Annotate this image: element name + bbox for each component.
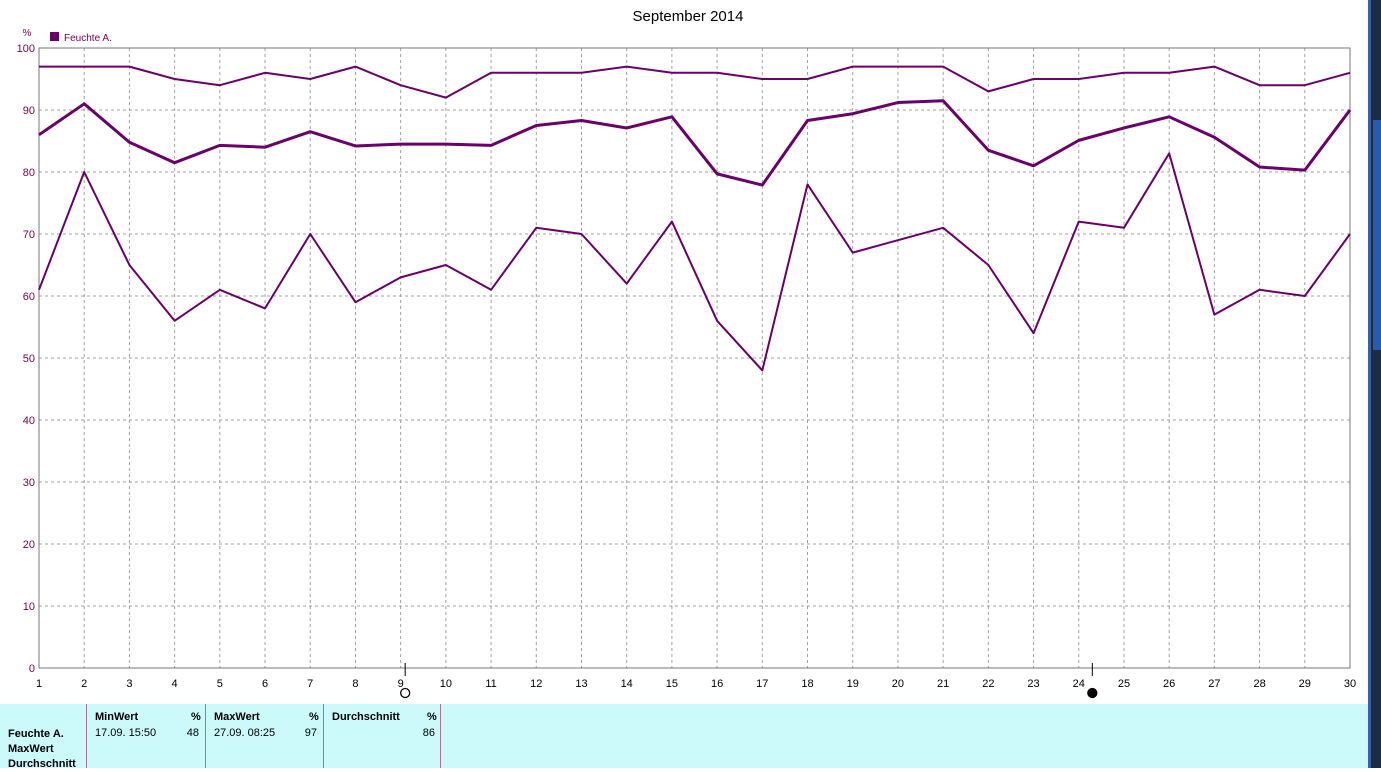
legend[interactable]: Feuchte A. [50, 32, 112, 44]
x-tick-label: 6 [262, 678, 268, 690]
max-timestamp: 27.09. 08:25 [214, 727, 276, 739]
min-timestamp: 17.09. 15:50 [95, 727, 157, 739]
chart-title: September 2014 [633, 8, 744, 25]
x-tick-label: 28 [1253, 678, 1265, 690]
x-tick-label: 24 [1073, 678, 1085, 690]
stats-column-minwert: MinWert % 17.09. 15:50 48 [86, 704, 205, 768]
series-lines [38, 65, 1352, 372]
legend-swatch [50, 32, 59, 41]
column-header: Durchschnitt [332, 711, 400, 723]
y-tick-label: 10 [23, 601, 35, 613]
x-tick-label: 9 [398, 678, 404, 690]
grid [39, 48, 1350, 668]
x-tick-label: 2 [81, 678, 87, 690]
row-label-feuchte: Feuchte A. [8, 728, 64, 740]
x-tick-label: 8 [352, 678, 358, 690]
x-tick-label: 7 [307, 678, 313, 690]
x-tick-label: 11 [485, 678, 496, 690]
column-unit: % [427, 711, 437, 723]
column-unit: % [309, 711, 319, 723]
y-tick-label: 20 [23, 539, 35, 551]
row-label-maxwert: MaxWert [8, 743, 54, 755]
x-tick-label: 29 [1299, 678, 1311, 690]
y-tick-label: 60 [23, 291, 35, 303]
x-tick-label: 19 [847, 678, 859, 690]
full-moon-icon [400, 687, 411, 699]
x-tick-label: 26 [1163, 678, 1175, 690]
column-unit: % [191, 711, 201, 723]
new-moon-icon [1087, 687, 1098, 699]
y-axis-unit-label: % [23, 28, 32, 39]
max-value: 97 [304, 727, 317, 739]
x-tick-label: 27 [1208, 678, 1220, 690]
column-header: MaxWert [214, 711, 260, 723]
x-tick-label: 21 [937, 678, 949, 690]
x-tick-label: 17 [756, 678, 768, 690]
y-tick-label: 0 [29, 663, 35, 675]
y-tick-label: 90 [23, 105, 35, 117]
column-header: MinWert [95, 711, 139, 723]
y-axis: 0 10 20 30 40 50 60 70 80 90 100 [17, 43, 35, 675]
y-tick-label: 40 [23, 415, 35, 427]
min-value: 48 [186, 727, 199, 739]
x-tick-label: 14 [621, 678, 633, 690]
y-tick-label: 100 [17, 43, 35, 55]
x-tick-label: 1 [36, 678, 42, 690]
plot-area-frame [38, 47, 1351, 669]
legend-label: Feuchte A. [64, 33, 112, 44]
row-label-durchschnitt: Durchschnitt [8, 758, 76, 770]
x-tick-label: 18 [801, 678, 813, 690]
y-tick-label: 80 [23, 167, 35, 179]
moon-phase-markers [400, 663, 1098, 699]
series-line-1 [39, 65, 1351, 99]
stats-column-durchschnitt: Durchschnitt % 86 [323, 704, 441, 768]
x-tick-label: 23 [1027, 678, 1039, 690]
desktop-window-edge [1368, 0, 1381, 768]
x-axis: 1 2 3 4 5 6 7 8 9 10 11 12 13 14 15 16 17 18 19 20 21 22 23 24 2… [36, 678, 1356, 690]
x-tick-label: 16 [711, 678, 723, 690]
x-tick-label: 25 [1118, 678, 1130, 690]
x-tick-label: 12 [530, 678, 542, 690]
y-tick-label: 70 [23, 229, 35, 241]
x-tick-label: 3 [126, 678, 132, 690]
y-tick-label: 30 [23, 477, 35, 489]
x-tick-label: 10 [440, 678, 452, 690]
humidity-chart: September 2014 % Feuchte A. 0 10 20 30 40 50 6… [17, 8, 1356, 699]
y-tick-label: 50 [23, 353, 35, 365]
x-tick-label: 13 [575, 678, 587, 690]
x-tick-label: 30 [1344, 678, 1356, 690]
statistics-panel: Feuchte A. MaxWert Durchschnitt MinWert … [0, 704, 1368, 770]
statistics-row-labels: Feuchte A. MaxWert Durchschnitt [8, 727, 76, 772]
x-tick-label: 4 [172, 678, 178, 690]
x-tick-label: 20 [892, 678, 904, 690]
x-tick-label: 22 [982, 678, 994, 690]
x-tick-label: 15 [666, 678, 678, 690]
series-line-3 [38, 152, 1351, 372]
average-value: 86 [422, 727, 435, 739]
series-line-2 [38, 99, 1352, 187]
stats-column-maxwert: MaxWert % 27.09. 08:25 97 [205, 704, 323, 768]
x-tick-label: 5 [217, 678, 223, 690]
